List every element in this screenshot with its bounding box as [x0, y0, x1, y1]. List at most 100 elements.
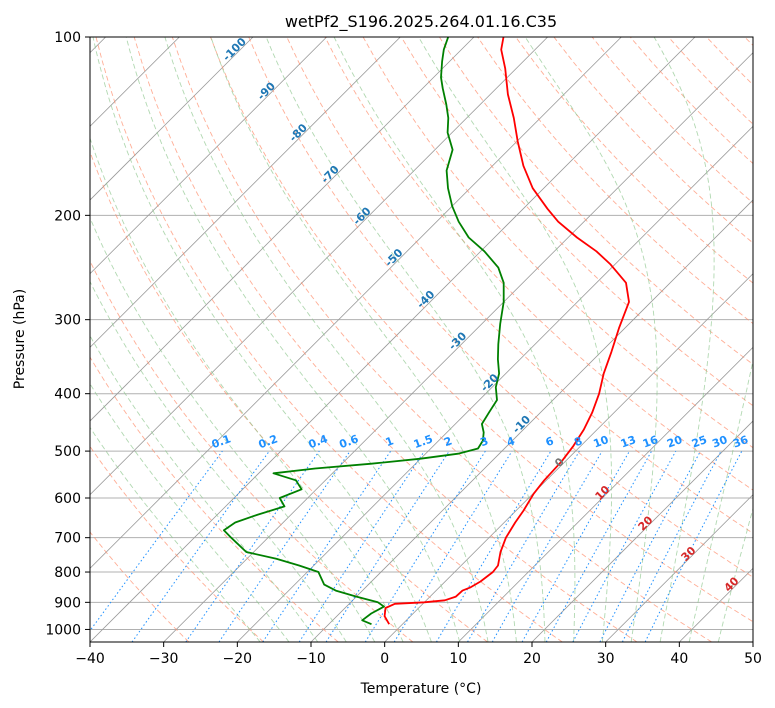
moist-adiabat: [653, 37, 715, 642]
dry-adiabat: [90, 356, 339, 642]
mixing-ratio-line: [572, 450, 677, 642]
mixing-ratio-label: 0.4: [307, 432, 330, 451]
mixing-ratio-label: 6: [544, 434, 556, 449]
y-tick-label: 600: [54, 491, 81, 507]
plot-background: [90, 37, 753, 642]
mixing-ratio-line: [185, 450, 320, 642]
y-tick-label: 1000: [45, 622, 81, 638]
mixing-ratio-label: 0.1: [210, 432, 233, 451]
dewpoint-profile-line: [223, 37, 505, 626]
x-tick-label: 10: [449, 651, 467, 667]
dry-adiabat: [90, 531, 190, 642]
moist-adiabat: [688, 358, 753, 642]
isotherm-line: [163, 52, 753, 642]
x-tick-label: 50: [744, 651, 762, 667]
x-tick-label: 40: [670, 651, 688, 667]
x-axis-label: Temperature (°C): [360, 681, 482, 697]
x-tick-label: −30: [149, 651, 179, 667]
moist-adiabat: [90, 383, 290, 642]
moist-adiabat: [90, 334, 319, 642]
y-axis-label: Pressure (hPa): [12, 289, 28, 389]
mixing-ratio-line: [218, 450, 351, 642]
dry-adiabat: [400, 37, 753, 407]
y-tick-label: 200: [54, 208, 81, 224]
mixing-ratio-label: 1: [384, 434, 396, 449]
isotherm-line: [90, 37, 548, 496]
dry-adiabat: [133, 37, 638, 642]
x-tick-label: −40: [75, 651, 105, 667]
mixing-ratio-label: 16: [641, 433, 660, 451]
moist-adiabat: [524, 37, 658, 642]
isotherm-line: [90, 37, 401, 348]
mixing-ratio-label: 13: [619, 433, 638, 450]
dry-adiabat: [515, 37, 753, 284]
mixing-ratio-label: 20: [665, 433, 684, 451]
dry-adiabat: [90, 150, 488, 642]
y-tick-label: 800: [54, 565, 81, 581]
isotherm-line: [90, 37, 327, 275]
x-tick-label: −20: [223, 651, 253, 667]
x-tick-label: 30: [597, 651, 615, 667]
mixing-ratio-line: [298, 450, 425, 642]
isotherm-line: [531, 420, 753, 642]
moist-adiabat: [92, 37, 432, 642]
mixing-ratio-line: [545, 450, 653, 642]
moist-adiabat: [717, 506, 753, 642]
moist-adiabat: [90, 426, 261, 642]
mixing-ratio-line: [393, 450, 513, 642]
isotherm-line: [237, 125, 753, 642]
dry-adiabat: [95, 37, 563, 642]
mixing-ratio-line: [521, 450, 630, 642]
mixing-ratio-label: 10: [592, 433, 611, 451]
mixing-ratio-label: 0.6: [338, 432, 361, 451]
temperature-profile-line: [383, 37, 630, 625]
y-tick-label: 400: [54, 387, 81, 403]
mixing-ratio-label: 36: [731, 433, 750, 451]
mixing-ratio-label: 2: [442, 434, 454, 449]
plot-frame: [89, 36, 754, 643]
annotation-layer: -100-90-80-70-60-50-40-30-20-10010203040…: [210, 35, 750, 595]
moist-adiabat: [265, 37, 546, 642]
mixing-ratio-label: 3: [478, 434, 490, 449]
isotherm-line: [90, 37, 622, 569]
grid-layer: [90, 37, 753, 642]
y-tick-label: 500: [54, 444, 81, 460]
moist-adiabat: [90, 280, 347, 642]
mixing-ratio-line: [644, 450, 743, 642]
isotherm-line: [752, 641, 753, 642]
x-axis: −40 −30 −20 −10 0 10 20 30 40 50: [75, 642, 762, 667]
mixing-ratio-line: [131, 450, 270, 642]
isotherm-line: [605, 494, 753, 642]
moist-adiabat: [210, 37, 517, 642]
series-layer: [223, 37, 630, 626]
dry-adiabat: [210, 37, 753, 623]
y-tick-label: 100: [54, 30, 81, 46]
mixing-ratio-line: [262, 450, 392, 642]
isotherm-line: [458, 346, 753, 642]
isotherm-line: [90, 37, 254, 201]
mixing-ratio-label: 8: [572, 434, 584, 449]
mixing-ratio-label: 25: [690, 433, 709, 450]
dry-adiabat: [90, 259, 414, 642]
moist-adiabat: [418, 37, 613, 642]
mixing-ratio-label: 0.2: [257, 432, 280, 451]
y-tick-label: 300: [54, 313, 81, 329]
moist-adiabat: [333, 37, 576, 642]
y-tick-label: 700: [54, 531, 81, 547]
dry-adiabat: [90, 445, 264, 642]
y-tick-label: 900: [54, 595, 81, 611]
mixing-ratio-label: 1.5: [412, 432, 435, 451]
isotherm-line: [90, 37, 475, 422]
x-tick-label: 0: [380, 651, 389, 667]
chart-title: wetPf2_S196.2025.264.01.16.C35: [285, 12, 557, 32]
dry-adiabat: [248, 37, 753, 578]
isotherm-line: [90, 37, 696, 642]
mixing-ratio-label: 30: [710, 433, 729, 451]
isotherm-line: [384, 273, 753, 642]
moist-adiabat: [90, 216, 376, 642]
dry-adiabat: [439, 37, 753, 365]
y-axis: 100 200 300 400 500 600 700 800 900 1000: [45, 30, 90, 638]
x-tick-label: −10: [296, 651, 326, 667]
x-tick-label: 20: [523, 651, 541, 667]
